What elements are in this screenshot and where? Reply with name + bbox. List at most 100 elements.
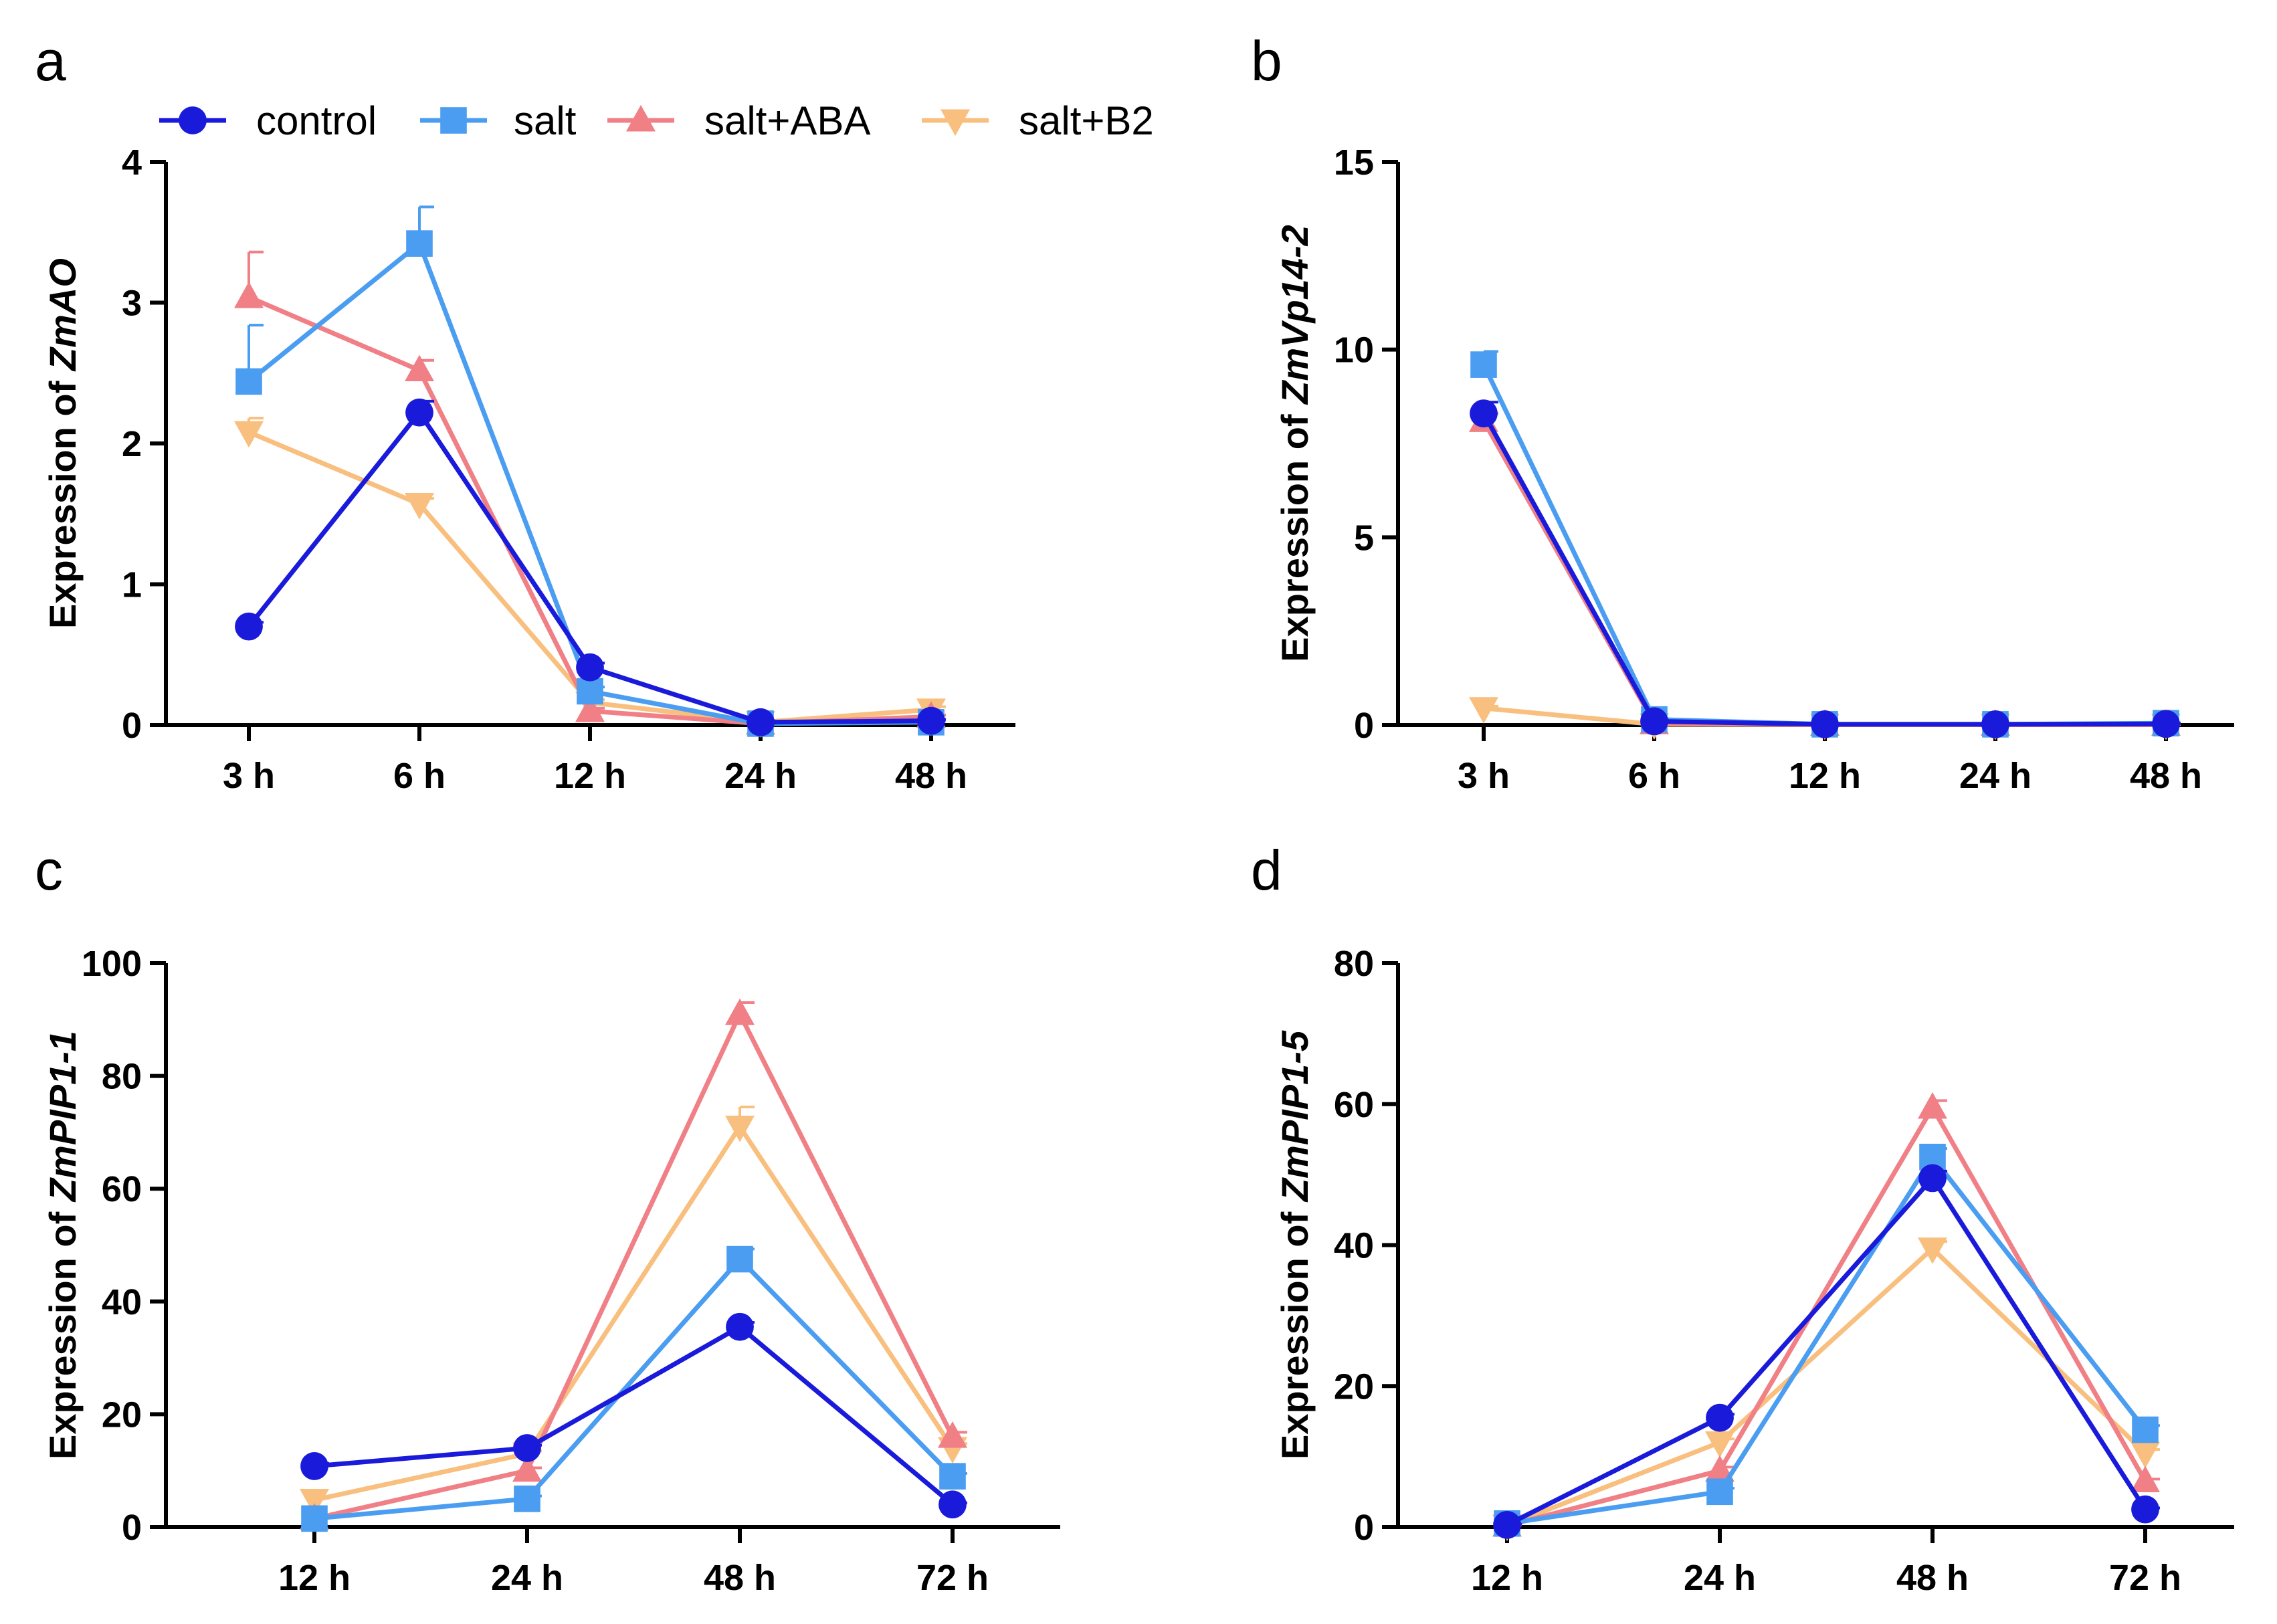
data-point — [938, 1421, 967, 1448]
data-point — [577, 678, 603, 705]
legend-marker — [626, 104, 656, 132]
series-salt — [301, 1245, 967, 1532]
data-point — [301, 1505, 328, 1532]
panels: a 0 1 2 3 4 3 h 6 h 12 h 24 h 48 h Expression of Zm… — [35, 29, 2234, 1598]
series-line — [1506, 1154, 2147, 1526]
y-tick-label: 40 — [1334, 1226, 1374, 1266]
series-line — [247, 241, 932, 726]
y-tick-label: 15 — [1334, 142, 1374, 183]
y-tick-label: 20 — [1334, 1366, 1374, 1407]
legend: control salt salt+ABA salt+B2 — [159, 98, 1154, 143]
x-tick-label: 3 h — [223, 756, 275, 796]
y-tick-label: 100 — [82, 944, 142, 984]
series-salt-aba — [1469, 405, 2181, 736]
data-point — [575, 695, 605, 722]
x-tick-label: 48 h — [1896, 1558, 1969, 1598]
series-salt-aba — [1492, 1092, 2160, 1537]
x-tick-label: 6 h — [393, 756, 446, 796]
x-tick-label: 24 h — [1959, 756, 2032, 796]
series-line — [314, 1124, 955, 1502]
x-tick-label: 24 h — [1684, 1558, 1756, 1598]
series-line — [1506, 1175, 2147, 1527]
data-point — [1640, 707, 1668, 736]
y-tick-label: 0 — [1354, 706, 1374, 746]
data-point — [1706, 1478, 1733, 1506]
x-tick-label: 12 h — [554, 756, 626, 796]
y-axis-title-gene: ZmAO — [41, 258, 84, 372]
data-point — [1705, 1431, 1735, 1458]
x-tick-label: 12 h — [1789, 756, 1861, 796]
series-line — [1481, 363, 2167, 727]
legend-marker — [941, 109, 970, 136]
data-point — [235, 612, 263, 641]
series-control — [235, 398, 946, 736]
x-tick-label: 48 h — [895, 756, 967, 796]
x-tick-label: 12 h — [1471, 1558, 1543, 1598]
data-point — [726, 1245, 753, 1273]
y-tick-label: 0 — [122, 706, 142, 746]
y-axis-title-prefix: Expression of — [41, 371, 84, 629]
series-salt — [1470, 350, 2181, 738]
series-line — [314, 1324, 955, 1506]
x-tick-label: 24 h — [491, 1558, 563, 1598]
y-tick-label: 0 — [1354, 1508, 1374, 1548]
data-point — [725, 998, 755, 1025]
y-tick-label: 4 — [122, 142, 142, 183]
y-axis-title: Expression of ZmPIP1-1 — [41, 1031, 84, 1459]
series-control — [1493, 1164, 2160, 1539]
y-axis-title-gene: ZmPIP1-1 — [41, 1031, 84, 1203]
y-tick-label: 3 — [122, 284, 142, 324]
series-line — [314, 1257, 955, 1521]
data-point — [576, 653, 604, 682]
legend-item-salt-aba: salt+ABA — [607, 98, 870, 143]
data-point — [1493, 1510, 1521, 1539]
series-line — [314, 1011, 955, 1521]
y-axis-title: Expression of ZmAO — [41, 258, 84, 629]
data-point — [1469, 697, 1498, 724]
panel-letter: c — [35, 839, 63, 902]
series-salt-b2 — [300, 1105, 967, 1516]
data-point — [514, 1486, 540, 1512]
y-tick-label: 2 — [122, 424, 142, 464]
series-salt-b2 — [1492, 1237, 2160, 1541]
y-tick-label: 0 — [122, 1508, 142, 1548]
data-point — [2132, 1416, 2159, 1443]
y-tick-label: 40 — [102, 1282, 142, 1322]
legend-marker — [440, 107, 467, 134]
legend-item-control: control — [159, 98, 377, 143]
x-tick-label: 3 h — [1458, 756, 1510, 796]
x-tick-label: 72 h — [2109, 1558, 2181, 1598]
series-salt-aba — [300, 998, 967, 1530]
legend-item-salt-b2: salt+B2 — [922, 98, 1154, 143]
data-point — [939, 1463, 966, 1490]
data-point — [234, 421, 264, 448]
series-salt — [1494, 1143, 2160, 1537]
data-point — [1981, 710, 2009, 738]
x-tick-label: 48 h — [2130, 756, 2202, 796]
y-axis-title-gene: ZmVp14-2 — [1274, 225, 1316, 405]
legend-label: salt — [514, 98, 577, 143]
data-point — [1918, 1237, 1947, 1264]
legend-marker — [179, 106, 207, 134]
data-point — [513, 1434, 541, 1462]
data-point — [1470, 351, 1497, 378]
data-point — [1918, 1092, 1947, 1119]
y-axis-title: Expression of ZmVp14-2 — [1274, 225, 1316, 662]
series-control — [300, 1312, 967, 1519]
y-tick-label: 80 — [102, 1057, 142, 1097]
y-tick-label: 60 — [102, 1169, 142, 1209]
series-line — [1481, 412, 2167, 727]
data-point — [405, 398, 433, 427]
data-point — [235, 368, 262, 395]
y-tick-label: 1 — [122, 565, 142, 605]
data-point — [300, 1452, 328, 1480]
data-point — [1470, 399, 1498, 427]
data-point — [2131, 1465, 2160, 1493]
x-tick-label: 12 h — [278, 1558, 351, 1598]
legend-item-salt: salt — [420, 98, 577, 143]
data-point — [1705, 1455, 1735, 1482]
data-point — [1918, 1164, 1947, 1193]
x-tick-label: 6 h — [1628, 756, 1680, 796]
series-line — [1506, 1105, 2148, 1528]
legend-label: control — [256, 98, 377, 143]
